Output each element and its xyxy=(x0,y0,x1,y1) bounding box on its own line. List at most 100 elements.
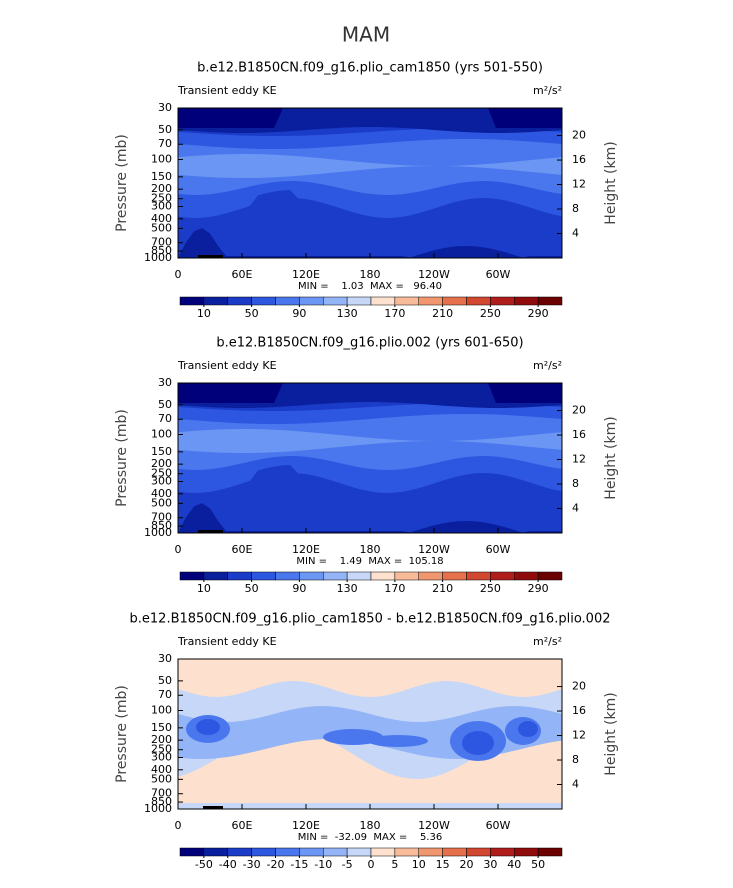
colorbar-box xyxy=(537,571,563,581)
colorbar-box xyxy=(227,847,252,857)
y-tick-label: 500 xyxy=(151,496,172,509)
colorbar-box xyxy=(394,296,419,306)
y-tick-label: 100 xyxy=(151,153,172,166)
y-tick-label: 300 xyxy=(151,750,172,763)
colorbar-label: -15 xyxy=(290,858,308,871)
colorbar-box xyxy=(514,296,539,306)
x-tick-label: 0 xyxy=(175,268,182,281)
colorbar-box xyxy=(514,847,539,857)
colorbar-box xyxy=(299,571,324,581)
colorbar-box xyxy=(203,571,228,581)
y2-axis-label: Height (km) xyxy=(603,416,619,499)
colorbar-box xyxy=(323,847,348,857)
colorbar-label: 290 xyxy=(528,307,549,320)
contour-band xyxy=(488,383,562,403)
colorbar-label: 250 xyxy=(480,307,501,320)
y2-tick-label: 16 xyxy=(572,153,586,166)
panel: b.e12.B1850CN.f09_g16.plio.002 (yrs 601-… xyxy=(114,336,619,596)
units: m²/s² xyxy=(533,359,562,372)
x-tick-label: 120E xyxy=(292,268,320,281)
y-tick-label: 700 xyxy=(151,787,172,800)
x-tick-label: 0 xyxy=(175,543,182,556)
colorbar-label: 0 xyxy=(368,858,375,871)
colorbar-label: 90 xyxy=(292,307,306,320)
colorbar-label: -50 xyxy=(195,858,213,871)
colorbar-box xyxy=(394,847,419,857)
colorbar-box xyxy=(179,571,205,581)
colorbar-box xyxy=(370,847,396,857)
y-tick-label: 50 xyxy=(158,123,172,136)
y-tick-label: 70 xyxy=(158,412,172,425)
colorbar-box xyxy=(179,847,205,857)
x-tick-label: 60E xyxy=(232,543,253,556)
colorbar-box xyxy=(466,847,491,857)
y2-tick-label: 8 xyxy=(572,202,579,215)
colorbar-box xyxy=(370,571,396,581)
colorbar-label: 20 xyxy=(460,858,474,871)
colorbar-box xyxy=(490,847,515,857)
x-tick-label: 180 xyxy=(360,268,381,281)
colorbar-box xyxy=(537,296,563,306)
colorbar-box xyxy=(323,296,348,306)
colorbar-label: -5 xyxy=(342,858,353,871)
stats: MIN = -32.09 MAX = 5.36 xyxy=(298,832,442,843)
y-tick-label: 200 xyxy=(151,733,172,746)
y-tick-label: 400 xyxy=(151,212,172,225)
colorbar-box xyxy=(490,296,515,306)
x-tick-label: 60W xyxy=(486,543,511,556)
x-tick-label: 60W xyxy=(486,819,511,832)
y2-axis-label: Height (km) xyxy=(603,692,619,775)
colorbar-label: 40 xyxy=(507,858,521,871)
x-tick-label: 60E xyxy=(232,819,253,832)
y-axis-label: Pressure (mb) xyxy=(114,134,130,232)
y-tick-label: 200 xyxy=(151,182,172,195)
y-tick-label: 150 xyxy=(151,721,172,734)
colorbar-label: 130 xyxy=(337,582,358,595)
stats: MIN = 1.49 MAX = 105.18 xyxy=(296,556,443,567)
colorbar-label: -30 xyxy=(243,858,261,871)
colorbar-label: 290 xyxy=(528,582,549,595)
colorbar-label: 210 xyxy=(432,307,453,320)
x-tick-label: 180 xyxy=(360,819,381,832)
y2-tick-label: 12 xyxy=(572,729,586,742)
x-tick-label: 60E xyxy=(232,268,253,281)
x-tick-label: 120W xyxy=(418,543,450,556)
colorbar-label: -20 xyxy=(267,858,285,871)
colorbar-box xyxy=(275,847,300,857)
contour-band xyxy=(488,108,562,128)
panel-title: b.e12.B1850CN.f09_g16.plio_cam1850 - b.e… xyxy=(130,612,611,627)
colorbar-label: -10 xyxy=(314,858,332,871)
y-tick-label: 150 xyxy=(151,170,172,183)
colorbar-label: 90 xyxy=(292,582,306,595)
y-tick-label: 200 xyxy=(151,457,172,470)
y-tick-label: 30 xyxy=(158,652,172,665)
subtitle: Transient eddy KE xyxy=(177,84,277,97)
y-tick-label: 300 xyxy=(151,474,172,487)
y-tick-label: 70 xyxy=(158,137,172,150)
y2-tick-label: 8 xyxy=(572,753,579,766)
y2-tick-label: 4 xyxy=(572,778,579,791)
contour-band xyxy=(203,806,223,809)
colorbar-box xyxy=(346,847,372,857)
colorbar-label: 10 xyxy=(412,858,426,871)
y2-tick-label: 16 xyxy=(572,704,586,717)
y-tick-label: 400 xyxy=(151,763,172,776)
contour-band xyxy=(198,530,223,533)
y-tick-label: 1000 xyxy=(144,802,172,815)
x-tick-label: 180 xyxy=(360,543,381,556)
colorbar-box xyxy=(346,571,372,581)
colorbar-box xyxy=(251,296,276,306)
y-tick-label: 30 xyxy=(158,376,172,389)
panel-title: b.e12.B1850CN.f09_g16.plio.002 (yrs 601-… xyxy=(216,336,523,351)
colorbar-box xyxy=(227,571,252,581)
contour-band xyxy=(196,719,220,735)
colorbar-box xyxy=(346,296,372,306)
y2-tick-label: 12 xyxy=(572,178,586,191)
y-tick-label: 100 xyxy=(151,704,172,717)
y-tick-label: 700 xyxy=(151,511,172,524)
colorbar-box xyxy=(418,296,443,306)
colorbar-box xyxy=(442,296,467,306)
x-tick-label: 60W xyxy=(486,268,511,281)
colorbar-box xyxy=(299,296,324,306)
